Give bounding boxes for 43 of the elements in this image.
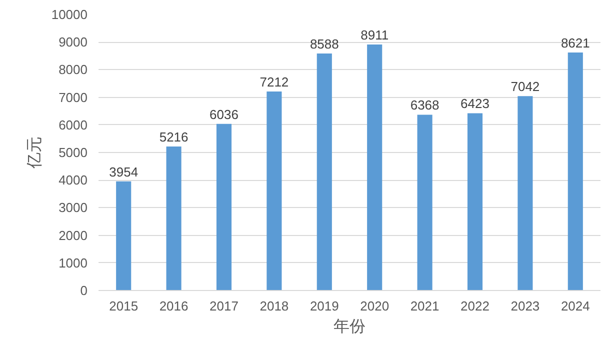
x-tick-label: 2016 bbox=[159, 298, 188, 314]
y-tick-label: 8000 bbox=[58, 62, 88, 78]
bar bbox=[216, 124, 232, 290]
data-label: 7042 bbox=[510, 79, 540, 94]
bar bbox=[367, 44, 382, 290]
data-label: 8588 bbox=[310, 36, 339, 52]
y-tick-label: 2000 bbox=[58, 228, 88, 243]
x-tick-label: 2015 bbox=[109, 298, 138, 314]
data-label: 8911 bbox=[360, 28, 389, 43]
data-label: 6036 bbox=[210, 106, 238, 122]
x-axis-title: 年份 bbox=[334, 318, 366, 336]
y-tick-label: 4000 bbox=[58, 172, 88, 188]
y-tick-label: 7000 bbox=[58, 90, 88, 105]
data-label: 3954 bbox=[109, 164, 138, 180]
x-tick-label: 2019 bbox=[310, 298, 339, 314]
data-label: 6368 bbox=[410, 98, 440, 113]
bar bbox=[116, 181, 132, 290]
bar bbox=[417, 114, 432, 290]
bar bbox=[316, 53, 332, 290]
data-label: 5216 bbox=[159, 130, 188, 145]
y-axis-title: 亿元 bbox=[26, 136, 44, 170]
y-tick-label: 10000 bbox=[51, 7, 88, 22]
data-label: 8621 bbox=[560, 36, 590, 51]
data-label: 6423 bbox=[460, 96, 490, 112]
x-tick-label: 2022 bbox=[460, 298, 490, 314]
data-label: 7212 bbox=[260, 74, 289, 90]
x-tick-label: 2021 bbox=[410, 298, 440, 314]
y-tick-label: 9000 bbox=[58, 34, 88, 50]
bar bbox=[568, 52, 583, 290]
x-tick-label: 2018 bbox=[260, 298, 289, 314]
y-tick-label: 6000 bbox=[58, 117, 88, 132]
bar bbox=[266, 91, 282, 290]
y-tick-label: 0 bbox=[80, 283, 88, 298]
x-tick-label: 2024 bbox=[560, 298, 590, 314]
y-tick-label: 3000 bbox=[58, 200, 88, 216]
bar bbox=[518, 96, 533, 290]
y-tick-label: 1000 bbox=[58, 255, 88, 270]
x-tick-label: 2023 bbox=[510, 298, 540, 314]
x-tick-label: 2017 bbox=[210, 298, 238, 314]
x-tick-label: 2020 bbox=[360, 298, 390, 314]
bar bbox=[166, 146, 182, 290]
bar bbox=[467, 113, 483, 290]
y-tick-label: 5000 bbox=[58, 145, 88, 160]
